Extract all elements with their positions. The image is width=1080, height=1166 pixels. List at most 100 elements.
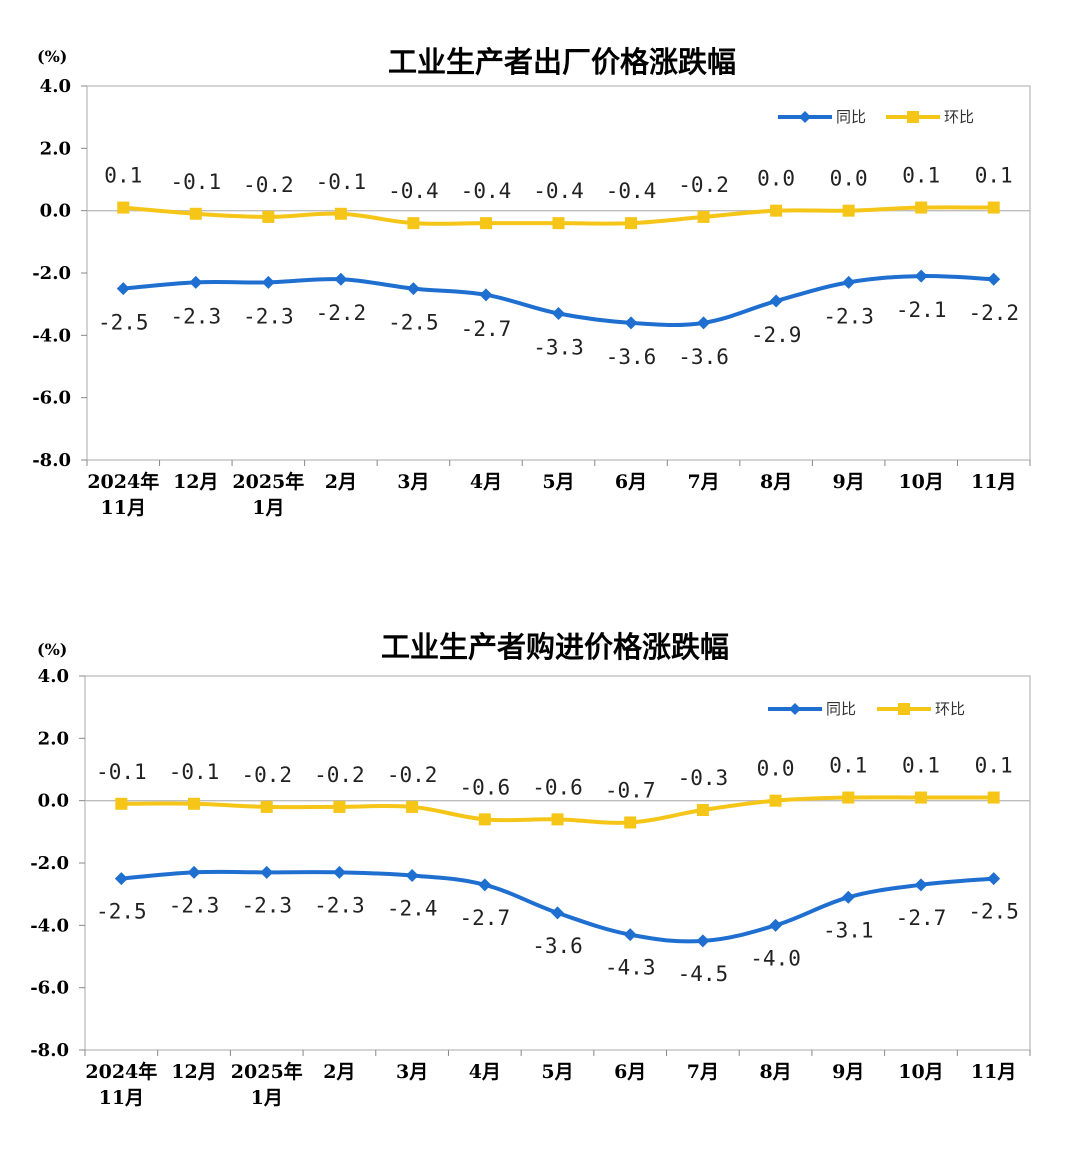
y-tick-label: -8.0 [30,1040,69,1061]
data-label: -0.1 [316,170,367,194]
legend: 同比 环比 [768,700,965,718]
x-tick-label: 2025年 [232,470,304,493]
data-label: 0.1 [829,754,867,778]
data-point-marker [696,804,709,817]
y-tick-label: 2.0 [38,728,69,749]
data-point-marker [842,204,855,217]
data-point-marker [842,791,855,804]
data-label: -0.2 [243,173,294,197]
data-label: -2.4 [387,896,438,920]
legend-label: 同比 [826,700,856,718]
data-point-marker [696,934,710,948]
x-tick-label: 9月 [832,1061,864,1083]
x-tick-label: 1月 [252,497,284,519]
y-tick-label: -4.0 [32,325,71,346]
legend: 同比 环比 [778,108,974,126]
data-label: -2.1 [896,298,947,322]
x-tick-label: 2024年 [85,1060,157,1083]
data-point-marker [915,201,928,214]
data-point-marker [624,816,637,829]
data-point-marker [187,865,201,879]
x-tick-label: 6月 [615,471,647,493]
data-label: -2.5 [96,900,147,924]
x-tick-label: 5月 [542,471,574,493]
y-tick-label: 0.0 [40,201,71,222]
x-tick-label: 6月 [614,1061,646,1083]
data-label: -0.1 [96,760,147,784]
data-label: -2.3 [314,893,365,917]
data-point-marker [551,813,564,826]
x-tick-label: 10月 [898,471,943,493]
x-tick-label: 7月 [687,1061,719,1083]
data-label: -0.6 [460,775,511,799]
data-label: -2.3 [243,304,294,328]
y-tick-label: -2.0 [30,853,69,874]
x-tick-label: 4月 [470,471,502,493]
data-label: -2.5 [98,311,149,335]
x-tick-label: 2024年 [87,470,159,493]
data-label: -3.6 [606,345,657,369]
x-tick-label: 2月 [325,471,357,493]
y-tick-label: 2.0 [40,138,71,159]
data-point-marker [987,791,1000,804]
data-point-marker [117,201,130,214]
y-tick-label: -8.0 [32,450,71,471]
data-label: -2.3 [823,304,874,328]
data-label: -4.3 [605,956,656,980]
data-point-marker [914,878,928,892]
data-point-marker [116,282,130,296]
data-point-marker [552,217,565,230]
data-label: 0.1 [975,754,1013,778]
data-label: -2.5 [968,900,1019,924]
data-point-marker [405,868,419,882]
x-tick-label: 5月 [541,1061,573,1083]
data-point-marker [770,204,783,217]
data-point-marker [260,865,274,879]
data-label: -0.4 [606,179,657,203]
data-point-marker [189,275,203,289]
data-point-marker [189,207,202,220]
data-label: -0.1 [171,170,222,194]
data-point-marker [114,872,128,886]
data-point-marker [261,275,275,289]
x-tick-label: 11月 [101,497,146,519]
x-tick-label: 11月 [971,1061,1016,1083]
chart-title: 工业生产者出厂价格涨跌幅 [388,45,736,79]
data-label: -2.5 [388,311,439,335]
data-point-marker [842,275,856,289]
data-label: -0.2 [314,763,365,787]
data-point-marker [914,791,927,804]
data-label: -2.9 [751,323,802,347]
x-tick-label: 12月 [173,471,218,493]
data-label: -2.2 [968,301,1019,325]
legend-marker [799,111,811,123]
data-point-marker [334,207,347,220]
legend-marker [907,111,919,123]
x-tick-label: 2月 [323,1061,355,1083]
data-label: -2.3 [169,893,220,917]
x-tick-label: 10月 [898,1061,943,1083]
data-point-marker [697,210,710,223]
data-point-marker [623,928,637,942]
data-label: -4.0 [750,946,801,970]
plot-frame [84,675,1031,1051]
y-tick-label: 0.0 [38,791,69,812]
x-tick-label: 8月 [759,1061,791,1083]
data-point-marker [479,217,492,230]
data-point-marker [334,272,348,286]
data-label: -0.6 [532,775,583,799]
data-point-marker [914,269,928,283]
data-label: -2.3 [241,893,292,917]
series-mom: -0.1 -0.1 -0.2 -0.2 -0.2 -0.6 -0.6 -0.7 -0.3 0.0 0… [96,754,1013,829]
x-tick-label: 11月 [99,1087,144,1109]
series-mom: 0.1 -0.1 -0.2 -0.1 -0.4 -0.4 -0.4 -0.4 -0.2 0.0 0.… [104,164,1013,230]
legend-label: 环比 [944,108,974,126]
data-point-marker [407,217,420,230]
x-tick-label: 2025年 [231,1060,303,1083]
y-tick-label: -6.0 [32,388,71,409]
data-point-marker [987,201,1000,214]
data-label: -2.7 [460,906,511,930]
data-label: -3.6 [678,345,729,369]
plot-frame [86,85,1031,461]
